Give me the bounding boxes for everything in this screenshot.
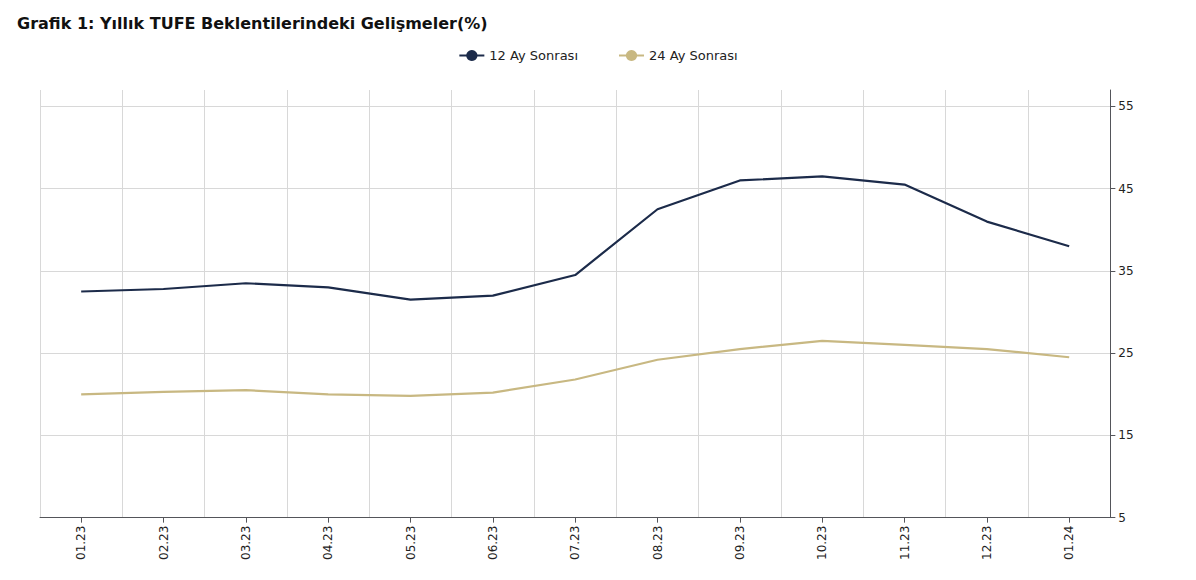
svg-text:02.23: 02.23	[157, 526, 171, 560]
svg-text:24 Ay Sonrası: 24 Ay Sonrası	[649, 48, 738, 63]
svg-text:05.23: 05.23	[404, 526, 418, 560]
svg-text:01.24: 01.24	[1062, 526, 1076, 560]
svg-text:12.23: 12.23	[980, 526, 994, 560]
svg-text:09.23: 09.23	[733, 526, 747, 560]
svg-text:5: 5	[1118, 511, 1126, 525]
svg-text:55: 55	[1118, 99, 1133, 113]
svg-text:11.23: 11.23	[898, 526, 912, 560]
svg-text:12 Ay Sonrası: 12 Ay Sonrası	[489, 48, 578, 63]
svg-text:04.23: 04.23	[321, 526, 335, 560]
svg-text:08.23: 08.23	[651, 526, 665, 560]
svg-text:15: 15	[1118, 428, 1133, 442]
svg-text:06.23: 06.23	[486, 526, 500, 560]
svg-text:45: 45	[1118, 182, 1133, 196]
svg-text:03.23: 03.23	[239, 526, 253, 560]
svg-text:10.23: 10.23	[815, 526, 829, 560]
svg-text:35: 35	[1118, 264, 1133, 278]
svg-text:Grafik 1: Yıllık TUFE Beklenti: Grafik 1: Yıllık TUFE Beklentilerindeki …	[17, 14, 488, 33]
svg-text:07.23: 07.23	[568, 526, 582, 560]
svg-text:25: 25	[1118, 346, 1133, 360]
svg-text:01.23: 01.23	[74, 526, 88, 560]
